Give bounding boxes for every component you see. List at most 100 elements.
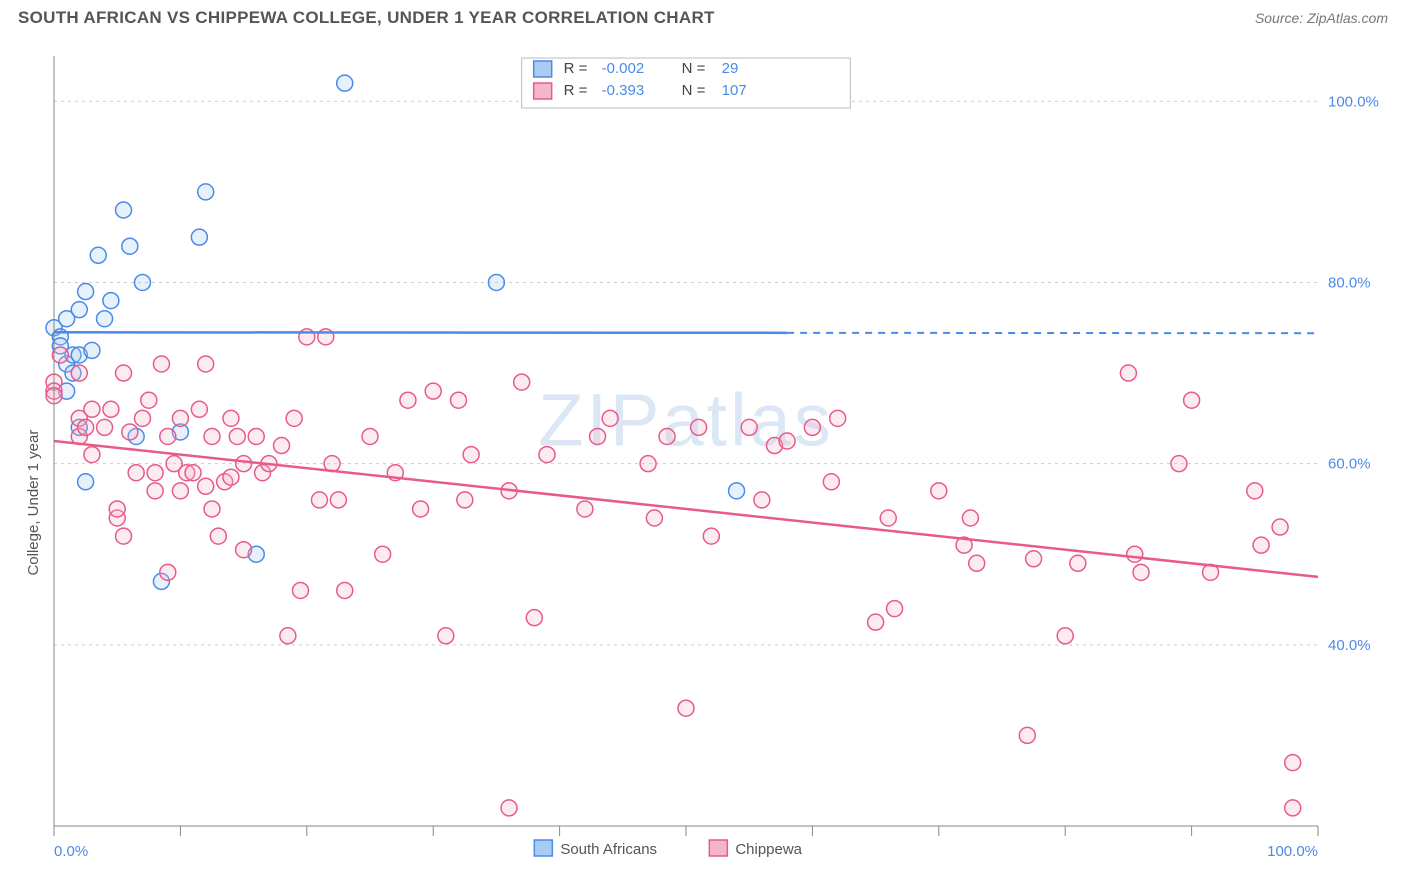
chart-title: SOUTH AFRICAN VS CHIPPEWA COLLEGE, UNDER… bbox=[18, 8, 715, 28]
data-point bbox=[830, 410, 846, 426]
data-point bbox=[198, 356, 214, 372]
data-point bbox=[741, 419, 757, 435]
data-point bbox=[210, 528, 226, 544]
data-point bbox=[754, 492, 770, 508]
legend-series-label: South Africans bbox=[560, 841, 657, 858]
data-point bbox=[526, 610, 542, 626]
trend-line bbox=[54, 332, 787, 333]
data-point bbox=[1133, 564, 1149, 580]
legend-r-value: -0.393 bbox=[602, 82, 645, 99]
data-point bbox=[880, 510, 896, 526]
data-point bbox=[116, 528, 132, 544]
data-point bbox=[514, 374, 530, 390]
legend-swatch bbox=[534, 61, 552, 77]
data-point bbox=[191, 229, 207, 245]
data-point bbox=[729, 483, 745, 499]
data-point bbox=[887, 601, 903, 617]
data-point bbox=[602, 410, 618, 426]
data-point bbox=[128, 465, 144, 481]
data-point bbox=[160, 428, 176, 444]
data-point bbox=[97, 311, 113, 327]
y-tick-label: 100.0% bbox=[1328, 93, 1379, 110]
data-point bbox=[678, 700, 694, 716]
data-point bbox=[204, 428, 220, 444]
data-point bbox=[659, 428, 675, 444]
y-tick-label: 60.0% bbox=[1328, 456, 1371, 473]
legend-r-value: -0.002 bbox=[602, 60, 645, 77]
x-tick-label: 100.0% bbox=[1267, 843, 1318, 860]
data-point bbox=[400, 392, 416, 408]
data-point bbox=[539, 447, 555, 463]
data-point bbox=[191, 401, 207, 417]
chart-container: 40.0%60.0%80.0%100.0%ZIPatlas0.0%100.0%C… bbox=[18, 46, 1388, 876]
data-point bbox=[823, 474, 839, 490]
data-point bbox=[122, 424, 138, 440]
data-point bbox=[147, 483, 163, 499]
data-point bbox=[274, 438, 290, 454]
data-point bbox=[147, 465, 163, 481]
data-point bbox=[1026, 551, 1042, 567]
data-point bbox=[160, 564, 176, 580]
data-point bbox=[1285, 755, 1301, 771]
data-point bbox=[962, 510, 978, 526]
data-point bbox=[103, 293, 119, 309]
data-point bbox=[71, 365, 87, 381]
data-point bbox=[236, 456, 252, 472]
data-point bbox=[97, 419, 113, 435]
source-label: Source: ZipAtlas.com bbox=[1255, 10, 1388, 26]
data-point bbox=[1057, 628, 1073, 644]
y-tick-label: 40.0% bbox=[1328, 637, 1371, 654]
data-point bbox=[1070, 555, 1086, 571]
data-point bbox=[425, 383, 441, 399]
data-point bbox=[1184, 392, 1200, 408]
data-point bbox=[362, 428, 378, 444]
data-point bbox=[116, 365, 132, 381]
data-point bbox=[223, 410, 239, 426]
data-point bbox=[318, 329, 334, 345]
data-point bbox=[292, 582, 308, 598]
data-point bbox=[280, 628, 296, 644]
data-point bbox=[1171, 456, 1187, 472]
data-point bbox=[1247, 483, 1263, 499]
data-point bbox=[1120, 365, 1136, 381]
data-point bbox=[103, 401, 119, 417]
data-point bbox=[78, 419, 94, 435]
data-point bbox=[337, 582, 353, 598]
data-point bbox=[122, 238, 138, 254]
data-point bbox=[223, 469, 239, 485]
data-point bbox=[691, 419, 707, 435]
data-point bbox=[109, 501, 125, 517]
legend-swatch bbox=[534, 83, 552, 99]
legend-series-label: Chippewa bbox=[735, 841, 802, 858]
data-point bbox=[311, 492, 327, 508]
data-point bbox=[236, 542, 252, 558]
data-point bbox=[1253, 537, 1269, 553]
data-point bbox=[134, 274, 150, 290]
data-point bbox=[71, 302, 87, 318]
data-point bbox=[450, 392, 466, 408]
data-point bbox=[646, 510, 662, 526]
data-point bbox=[501, 800, 517, 816]
data-point bbox=[78, 474, 94, 490]
legend-n-label: N = bbox=[682, 60, 706, 77]
legend-n-label: N = bbox=[682, 82, 706, 99]
data-point bbox=[198, 478, 214, 494]
y-axis-title: College, Under 1 year bbox=[25, 430, 42, 576]
data-point bbox=[590, 428, 606, 444]
legend-r-label: R = bbox=[564, 60, 588, 77]
data-point bbox=[84, 342, 100, 358]
data-point bbox=[84, 447, 100, 463]
data-point bbox=[1285, 800, 1301, 816]
data-point bbox=[457, 492, 473, 508]
data-point bbox=[330, 492, 346, 508]
data-point bbox=[488, 274, 504, 290]
data-point bbox=[90, 247, 106, 263]
data-point bbox=[413, 501, 429, 517]
data-point bbox=[78, 284, 94, 300]
data-point bbox=[134, 410, 150, 426]
data-point bbox=[463, 447, 479, 463]
data-point bbox=[172, 483, 188, 499]
data-point bbox=[185, 465, 201, 481]
data-point bbox=[52, 347, 68, 363]
data-point bbox=[337, 75, 353, 91]
